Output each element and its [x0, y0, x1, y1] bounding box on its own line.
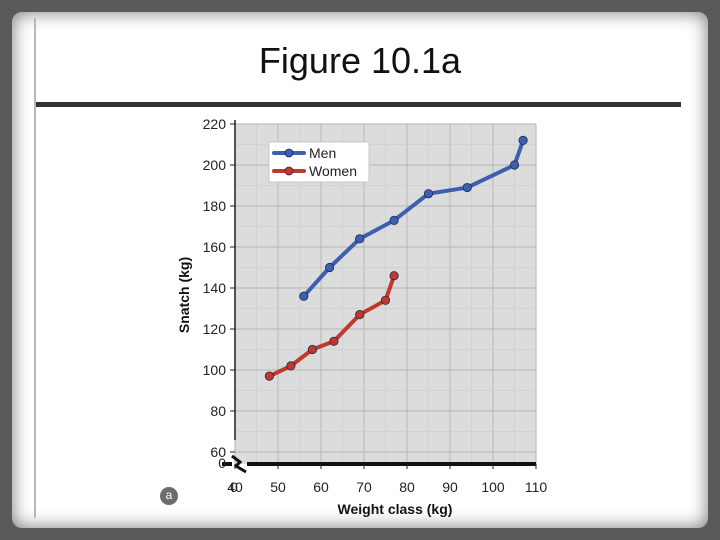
- legend-label-women: Women: [309, 163, 357, 179]
- x-tick-label-60: 60: [313, 479, 329, 495]
- x-tick-label-100: 100: [481, 479, 505, 495]
- series-group: [264, 135, 528, 381]
- women-point-77: [389, 271, 399, 281]
- women-point-53: [286, 361, 296, 371]
- men-point-56: [299, 291, 309, 301]
- slide-left-rule: [34, 18, 36, 518]
- women-point-48: [264, 371, 274, 381]
- y-tick-label-160: 160: [203, 239, 227, 255]
- y-tick-label-0: 0: [218, 455, 226, 471]
- x-tick-label-70: 70: [356, 479, 372, 495]
- x-tick-label-90: 90: [442, 479, 458, 495]
- x-tick-label-40: 40: [227, 479, 243, 495]
- y-axis-label: Snatch (kg): [176, 257, 192, 333]
- men-point-77: [389, 215, 399, 225]
- x-tick-label-0: 0: [230, 479, 238, 495]
- title-underline: [36, 102, 681, 107]
- y-tick-label-180: 180: [203, 198, 227, 214]
- slide-title: Figure 10.1a: [258, 40, 462, 81]
- legend: Men Women: [268, 141, 370, 183]
- x-tick-label-80: 80: [399, 479, 415, 495]
- legend-marker-women: [284, 166, 294, 176]
- y-tick-label-120: 120: [203, 321, 227, 337]
- y-tick-label-220: 220: [203, 116, 227, 132]
- y-tick-label-200: 200: [203, 157, 227, 173]
- men-point-85: [423, 189, 434, 199]
- men-point-105: [509, 160, 520, 170]
- women-point-63: [329, 336, 339, 346]
- women-point-58: [307, 344, 317, 355]
- y-tick-labels: 060 80 100 120 140 160 180 200 220: [203, 116, 227, 471]
- men-point-69: [355, 234, 365, 244]
- men-series-line: [301, 138, 526, 299]
- panel-label: a: [160, 487, 178, 505]
- y-tick-label-60: 60: [210, 444, 226, 460]
- legend-label-men: Men: [309, 145, 336, 161]
- x-tick-label-110: 110: [525, 479, 548, 495]
- women-point-75: [380, 295, 391, 305]
- axis-break-mark: [231, 454, 247, 474]
- axes: [222, 120, 537, 474]
- y-tick-label-100: 100: [203, 362, 227, 378]
- men-point-94: [462, 182, 472, 193]
- x-tick-label-50: 50: [270, 479, 286, 495]
- x-tick-labels: 040 50 60 70 80 90 100 110: [227, 479, 547, 495]
- men-point-107: [518, 135, 528, 145]
- legend-box: [268, 141, 370, 183]
- men-point-62: [324, 262, 335, 273]
- legend-marker-men: [284, 148, 294, 158]
- y-tick-label-80: 80: [210, 403, 226, 419]
- women-point-69: [355, 310, 365, 320]
- x-axis-label: Weight class (kg): [338, 501, 453, 517]
- y-tick-label-140: 140: [203, 280, 227, 296]
